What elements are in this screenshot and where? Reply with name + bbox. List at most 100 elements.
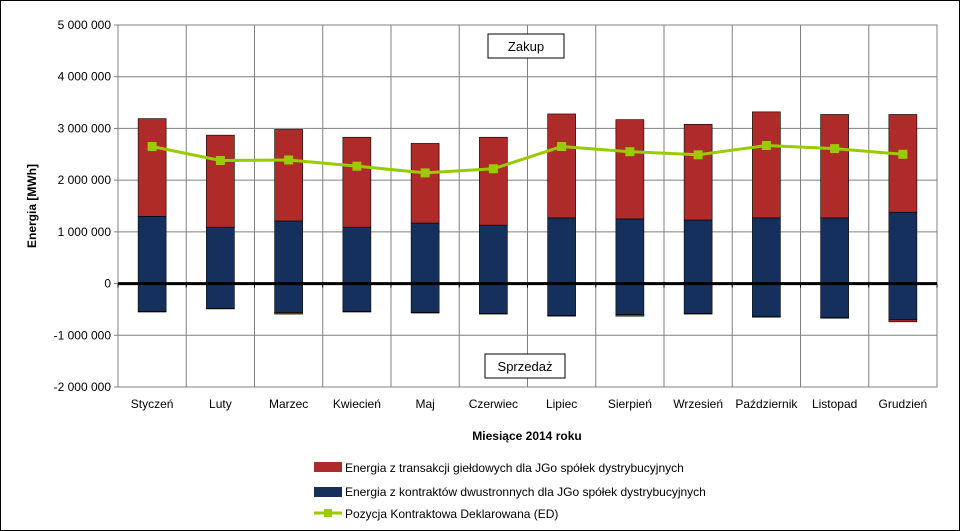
- bar-kontrakty-negative: [752, 283, 781, 317]
- bar-kontrakty-negative: [888, 283, 918, 321]
- bar-kontrakty-positive: [274, 220, 303, 284]
- bar-transakcje-negative: [820, 317, 849, 319]
- bar-kontrakty-positive: [479, 224, 508, 284]
- bar-transakcje-negative: [137, 311, 167, 313]
- ed-line: [151, 143, 903, 175]
- bar-transakcje-positive: [888, 114, 918, 213]
- bar-transakcje-positive: [410, 143, 440, 224]
- ed-line-series: [147, 140, 908, 178]
- legend-label-kontrakty: Energia z kontraktów dwustronnych dla JG…: [345, 485, 706, 499]
- bar-transakcje-positive: [479, 136, 508, 226]
- bar-kontrakty-negative: [342, 283, 372, 312]
- bar-kontrakty-negative: [479, 283, 508, 314]
- y-axis-title: Energia [MWh]: [25, 164, 39, 248]
- bar-kontrakty-negative: [683, 283, 713, 314]
- bar-transakcje-positive: [206, 134, 235, 228]
- legend-item-transakcje: Energia z transakcji giełdowych dla JGo …: [314, 461, 684, 475]
- bar-kontrakty-positive: [888, 211, 918, 284]
- y-tick-label: -1 000 000: [54, 328, 112, 342]
- x-axis-ticks: Styczeń Luty Marzec Kwiecień Maj Czerwiec Lipi…: [117, 283, 938, 411]
- bar-kontrakty-negative: [137, 283, 167, 312]
- legend-marker-ed: [324, 509, 332, 517]
- legend-item-ed: Pozycja Kontraktowa Deklarowana (ED): [314, 507, 558, 521]
- bar-transakcje-positive: [683, 123, 713, 221]
- bar-series: [137, 111, 918, 323]
- y-tick-label: 3 000 000: [58, 121, 112, 135]
- x-tick-label: Wrzesień: [673, 397, 723, 411]
- sprzedaz-label: Sprzedaż: [498, 359, 553, 374]
- bar-transakcje-negative: [274, 312, 303, 315]
- bar-transakcje-negative: [615, 314, 645, 317]
- zakup-box: Zakup: [487, 33, 565, 59]
- y-tick-label: 1 000 000: [58, 225, 112, 239]
- gridlines: [118, 24, 937, 388]
- bar-kontrakty-positive: [683, 219, 713, 284]
- x-tick-label: Listopad: [812, 397, 857, 411]
- bar-kontrakty-negative: [274, 283, 303, 313]
- bar-transakcje-positive: [752, 111, 781, 219]
- sprzedaz-box: Sprzedaż: [484, 353, 566, 379]
- bar-transakcje-negative: [547, 315, 576, 317]
- bar-transakcje-positive: [615, 119, 645, 220]
- y-tick-label: -2 000 000: [54, 380, 112, 394]
- x-tick-label: Luty: [209, 397, 232, 411]
- x-tick-label: Styczeń: [131, 397, 174, 411]
- bar-kontrakty-positive: [342, 226, 372, 284]
- y-tick-label: 2 000 000: [58, 173, 112, 187]
- ed-point: [215, 155, 225, 165]
- bar-transakcje-positive: [274, 129, 303, 222]
- bar-transakcje-negative: [206, 308, 235, 310]
- legend-swatch-kontrakty: [314, 487, 342, 497]
- bar-kontrakty-positive: [410, 222, 440, 284]
- bar-transakcje-negative: [683, 313, 713, 315]
- ed-point: [625, 147, 635, 157]
- bar-transakcje-negative: [410, 312, 440, 314]
- y-tick-label: 4 000 000: [58, 70, 112, 84]
- bar-transakcje-positive: [820, 114, 849, 219]
- x-tick-label: Sierpień: [608, 397, 652, 411]
- bar-kontrakty-positive: [206, 226, 235, 284]
- bar-kontrakty-negative: [547, 283, 576, 316]
- y-axis-ticks: 5 000 000 4 000 000 3 000 000 2 000 000 1 00…: [54, 18, 118, 394]
- ed-point: [420, 168, 430, 178]
- ed-point: [761, 140, 771, 150]
- ed-point: [488, 164, 498, 174]
- legend-item-kontrakty: Energia z kontraktów dwustronnych dla JG…: [314, 485, 706, 499]
- bar-kontrakty-positive: [547, 217, 576, 284]
- ed-point: [830, 144, 840, 154]
- bar-kontrakty-positive: [137, 216, 167, 284]
- ed-point: [693, 150, 703, 160]
- x-tick-label: Grudzień: [879, 397, 928, 411]
- bar-kontrakty-negative: [410, 283, 440, 313]
- bar-transakcje-positive: [137, 118, 167, 217]
- x-tick-label: Lipiec: [546, 397, 577, 411]
- ed-point: [352, 161, 362, 171]
- legend: Energia z transakcji giełdowych dla JGo …: [314, 461, 706, 521]
- bar-transakcje-negative: [342, 311, 372, 313]
- bar-kontrakty-negative: [820, 283, 849, 319]
- legend-label-transakcje: Energia z transakcji giełdowych dla JGo …: [345, 461, 684, 475]
- bar-transakcje-positive: [342, 136, 372, 228]
- bar-kontrakty-positive: [820, 217, 849, 284]
- zakup-label: Zakup: [508, 39, 544, 54]
- y-tick-label: 0: [104, 277, 111, 291]
- bar-kontrakty-negative: [615, 283, 645, 315]
- bar-transakcje-negative: [752, 316, 781, 318]
- bar-transakcje-negative: [479, 313, 508, 315]
- x-tick-label: Maj: [415, 397, 434, 411]
- x-tick-label: Marzec: [269, 397, 308, 411]
- bar-kontrakty-positive: [752, 217, 781, 284]
- x-tick-label: Październik: [735, 397, 798, 411]
- y-tick-label: 5 000 000: [58, 18, 112, 32]
- ed-point: [898, 149, 908, 159]
- x-tick-label: Kwiecień: [333, 397, 381, 411]
- ed-point: [147, 142, 157, 152]
- bar-transakcje-negative: [888, 319, 918, 323]
- bar-kontrakty-positive: [615, 218, 645, 284]
- ed-point: [557, 142, 567, 152]
- legend-label-ed: Pozycja Kontraktowa Deklarowana (ED): [345, 507, 558, 521]
- x-tick-label: Czerwiec: [469, 397, 518, 411]
- legend-swatch-transakcje: [314, 462, 342, 472]
- x-axis-title: Miesiące 2014 roku: [472, 429, 581, 443]
